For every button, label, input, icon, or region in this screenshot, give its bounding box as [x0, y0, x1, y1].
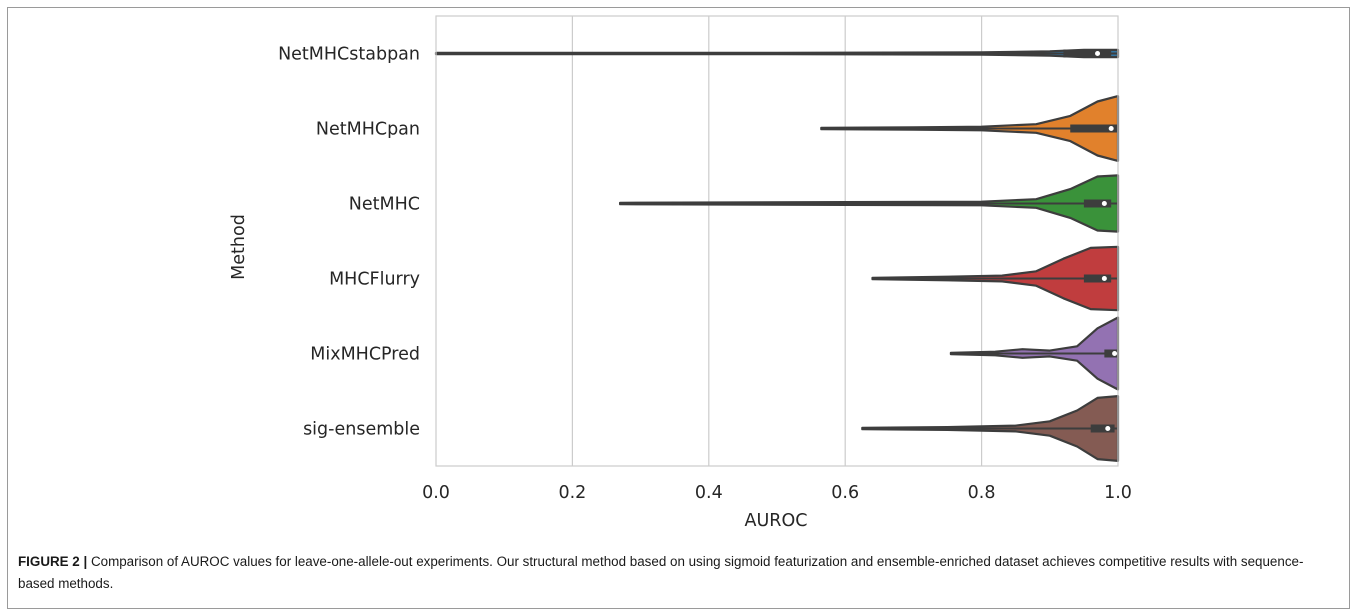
violin-iqr-box: [1070, 124, 1118, 133]
figure-frame: [7, 7, 1350, 609]
violins: [434, 48, 1120, 462]
violin-iqr-box: [1083, 199, 1112, 208]
y-tick-label: NetMHCpan: [316, 120, 420, 140]
x-tick-label: 1.0: [1104, 483, 1132, 503]
x-tick-label: 0.6: [831, 483, 859, 503]
violin-iqr-box: [1104, 349, 1118, 358]
figure-caption: FIGURE 2 | Comparison of AUROC values fo…: [18, 551, 1338, 595]
x-tick-label: 0.8: [968, 483, 996, 503]
violin-median: [1095, 51, 1101, 56]
violin-iqr-box: [1063, 49, 1112, 58]
violin-iqr-box: [1090, 424, 1115, 433]
y-tick-label: MixMHCPred: [310, 345, 420, 365]
x-tick-label: 0.0: [422, 483, 450, 503]
caption-text: Comparison of AUROC values for leave-one…: [18, 554, 1304, 591]
x-tick-labels: 0.0 0.2 0.4 0.6 0.8 1.0: [422, 483, 1132, 503]
violin-median: [1112, 351, 1118, 356]
axes-frame: [435, 15, 1119, 467]
x-tick-label: 0.4: [695, 483, 723, 503]
violin-median: [1101, 201, 1107, 206]
violin-median: [1108, 126, 1114, 131]
y-tick-label: sig-ensemble: [303, 420, 420, 440]
grid-lines: [571, 16, 983, 466]
x-axis-label: AUROC: [745, 511, 808, 531]
x-tick-label: 0.2: [558, 483, 586, 503]
caption-label: FIGURE 2 |: [18, 554, 88, 569]
y-tick-label: NetMHC: [349, 195, 420, 215]
violin-iqr-box: [1083, 274, 1112, 283]
y-axis-label: Method: [229, 214, 249, 280]
y-tick-label: MHCFlurry: [329, 270, 420, 290]
y-tick-label: NetMHCstabpan: [278, 45, 420, 65]
y-tick-labels: NetMHCstabpan NetMHCpan NetMHC MHCFlurry Mix…: [278, 45, 420, 440]
violin-median: [1101, 276, 1107, 281]
violin-median: [1105, 426, 1111, 431]
